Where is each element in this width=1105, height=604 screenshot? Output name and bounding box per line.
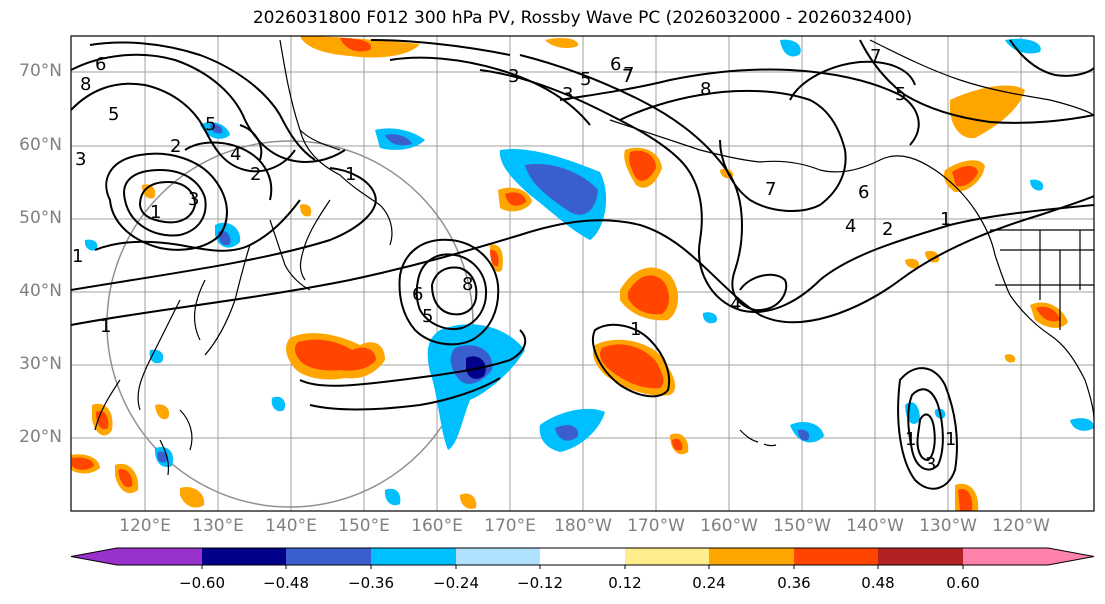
lon-label-150w: 150°W: [773, 516, 831, 536]
svg-text:7: 7: [623, 64, 634, 85]
colorbar-tick: −0.12: [517, 574, 563, 592]
lon-label-150e: 150°E: [338, 516, 390, 536]
colorbar-segment: [878, 548, 963, 565]
svg-text:4: 4: [230, 144, 241, 165]
svg-text:3: 3: [508, 66, 519, 87]
lon-label-170w: 170°W: [627, 516, 685, 536]
lon-label-120w: 120°W: [992, 516, 1050, 536]
lon-label-160w: 160°W: [700, 516, 758, 536]
svg-text:6: 6: [95, 54, 106, 75]
colorbar-tick: 0.36: [777, 574, 811, 592]
colorbar-tick: 0.48: [861, 574, 895, 592]
colorbar-tick: −0.36: [348, 574, 394, 592]
contours: [71, 39, 1094, 490]
colorbar-tick: 0.24: [692, 574, 726, 592]
colorbar-tick: −0.48: [263, 574, 309, 592]
colorbar-segment: [625, 548, 709, 565]
svg-text:3: 3: [188, 189, 199, 210]
lon-label-170e: 170°E: [484, 516, 536, 536]
svg-text:7: 7: [622, 66, 633, 87]
colorbar-segment: [117, 548, 202, 565]
plot-frame: [70, 35, 1095, 512]
svg-text:7: 7: [765, 179, 776, 200]
colorbar-segment: [371, 548, 456, 565]
svg-text:6: 6: [610, 54, 621, 75]
svg-text:5: 5: [422, 306, 433, 327]
negative-anomalies: [84, 38, 1094, 506]
svg-text:1: 1: [100, 316, 111, 337]
lon-label-120e: 120°E: [119, 516, 171, 536]
svg-text:1: 1: [345, 164, 356, 185]
svg-text:7: 7: [870, 46, 881, 67]
svg-text:8: 8: [700, 79, 711, 100]
svg-text:3: 3: [925, 454, 936, 475]
svg-text:3: 3: [75, 149, 86, 170]
colorbar-tick: −0.24: [433, 574, 479, 592]
rossby-circle: [106, 140, 474, 508]
colorbar-segment: [202, 548, 286, 565]
colorbar-extend-high: [1048, 548, 1094, 565]
lat-label-20: 20°N: [19, 427, 62, 447]
lat-label-50: 50°N: [19, 208, 62, 228]
colorbar-tick: −0.60: [179, 574, 225, 592]
svg-text:1: 1: [940, 209, 951, 230]
lon-label-160e: 160°E: [411, 516, 463, 536]
svg-text:5: 5: [108, 104, 119, 125]
colorbar-outline: [70, 547, 1095, 566]
map-title: 2026031800 F012 300 hPa PV, Rossby Wave …: [252, 8, 913, 28]
svg-text:6: 6: [412, 284, 423, 305]
svg-text:1: 1: [905, 429, 916, 450]
colorbar-extend-low: [71, 548, 117, 565]
colorbar-segment: [709, 548, 794, 565]
svg-text:5: 5: [205, 114, 216, 135]
svg-text:5: 5: [895, 84, 906, 105]
colorbar-segment: [540, 548, 625, 565]
svg-text:2: 2: [250, 164, 261, 185]
lat-label-60: 60°N: [19, 135, 62, 155]
svg-text:1: 1: [72, 246, 83, 267]
svg-text:1: 1: [945, 429, 956, 450]
svg-text:8: 8: [462, 274, 473, 295]
lat-label-70: 70°N: [19, 61, 62, 81]
lon-label-180w: 180°W: [554, 516, 612, 536]
lon-label-130w: 130°W: [919, 516, 977, 536]
svg-text:2: 2: [882, 219, 893, 240]
svg-text:1: 1: [630, 319, 641, 340]
lon-label-140e: 140°E: [265, 516, 317, 536]
colorbar-segment: [794, 548, 878, 565]
lon-label-130e: 130°E: [192, 516, 244, 536]
svg-text:4: 4: [845, 216, 856, 237]
lat-label-30: 30°N: [19, 354, 62, 374]
svg-text:8: 8: [80, 74, 91, 95]
svg-text:2: 2: [170, 136, 181, 157]
colorbar-segment: [286, 548, 371, 565]
lat-label-40: 40°N: [19, 281, 62, 301]
svg-text:4: 4: [730, 294, 741, 315]
colorbar-segment: [456, 548, 540, 565]
svg-text:5: 5: [580, 69, 591, 90]
svg-text:1: 1: [150, 202, 161, 223]
colorbar-tick: 0.60: [946, 574, 980, 592]
svg-text:3: 3: [562, 84, 573, 105]
lon-label-140w: 140°W: [846, 516, 904, 536]
colorbar-tick: 0.12: [608, 574, 642, 592]
contour-labels: 8 6 5 3 2 1 1 1 5 4 3 2 1 5 6 8 3 5 6 7 …: [72, 46, 956, 475]
positive-anomalies: [71, 36, 1068, 511]
colorbar-segment: [963, 548, 1048, 565]
svg-text:6: 6: [858, 182, 869, 203]
